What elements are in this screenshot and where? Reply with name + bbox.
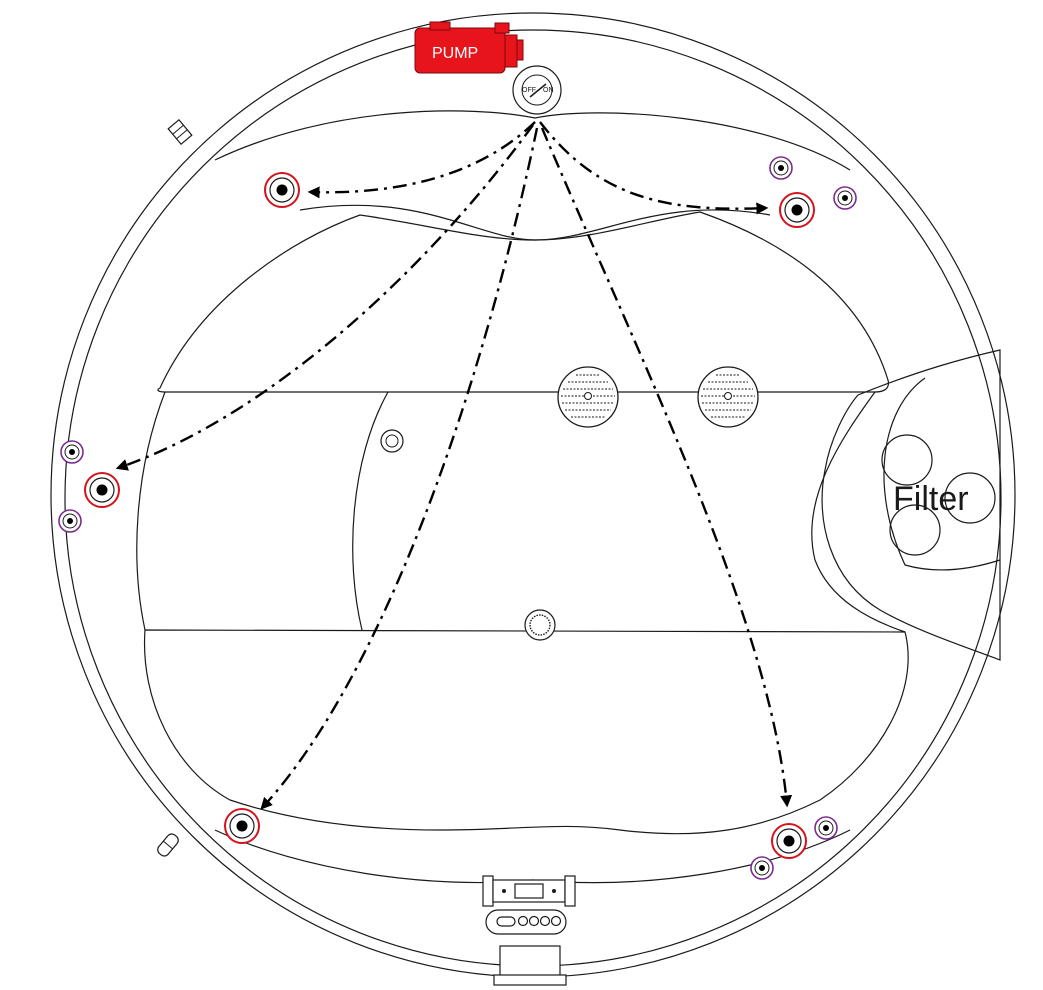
jet-icon: [84, 472, 120, 508]
drain-fitting-icon: [380, 429, 404, 453]
suction-grate-icon: [697, 366, 759, 428]
floor-drain-icon: [524, 609, 556, 641]
jet-icon: [779, 192, 815, 228]
filter-bay-inner: [883, 377, 1001, 571]
flow-arrow: [115, 124, 534, 471]
control-panel-icon: [482, 875, 576, 907]
air-nozzle-icon: [833, 186, 857, 210]
flow-arrow: [539, 121, 769, 215]
filter-cartridge-icon: [881, 434, 996, 556]
air-nozzle-icon: [814, 816, 838, 840]
flow-arrow: [260, 127, 539, 810]
suction-grate-icon: [557, 366, 619, 428]
air-nozzle-icon: [769, 156, 793, 180]
flow-arrows: [115, 121, 793, 810]
rim-fitting-icon: [157, 833, 179, 857]
control-buttons-icon: [485, 909, 567, 935]
jet-icon: [771, 823, 807, 859]
footwell-right: [811, 391, 906, 633]
rim-fitting-icon: [167, 118, 193, 146]
top-seat-inner: [299, 204, 771, 241]
top-seat-outline: [214, 110, 851, 171]
filter-label: Filter: [893, 480, 969, 518]
footwell-arc: [352, 391, 389, 631]
flow-arrow: [307, 121, 536, 199]
tub-outer-rim: [50, 12, 1016, 978]
jet-icon: [224, 808, 260, 844]
jet-icon: [264, 172, 300, 208]
air-switch-icon: [512, 65, 562, 115]
pump-label: PUMP: [432, 45, 478, 62]
lower-bench: [143, 629, 909, 835]
air-nozzle-icon: [750, 856, 774, 880]
filter-bay-outer: [821, 349, 1001, 661]
air-nozzle-icon: [60, 440, 84, 464]
pump-icon: [414, 21, 524, 74]
tub-inner-rim: [64, 29, 1002, 967]
switch-on-label: ON: [543, 87, 554, 94]
skimmer-icon: [493, 945, 567, 986]
air-nozzle-icon: [58, 509, 82, 533]
switch-off-label: OFF: [522, 87, 536, 94]
upper-bench: [157, 211, 890, 393]
flow-arrow: [540, 127, 793, 808]
footwell-left: [136, 391, 166, 631]
